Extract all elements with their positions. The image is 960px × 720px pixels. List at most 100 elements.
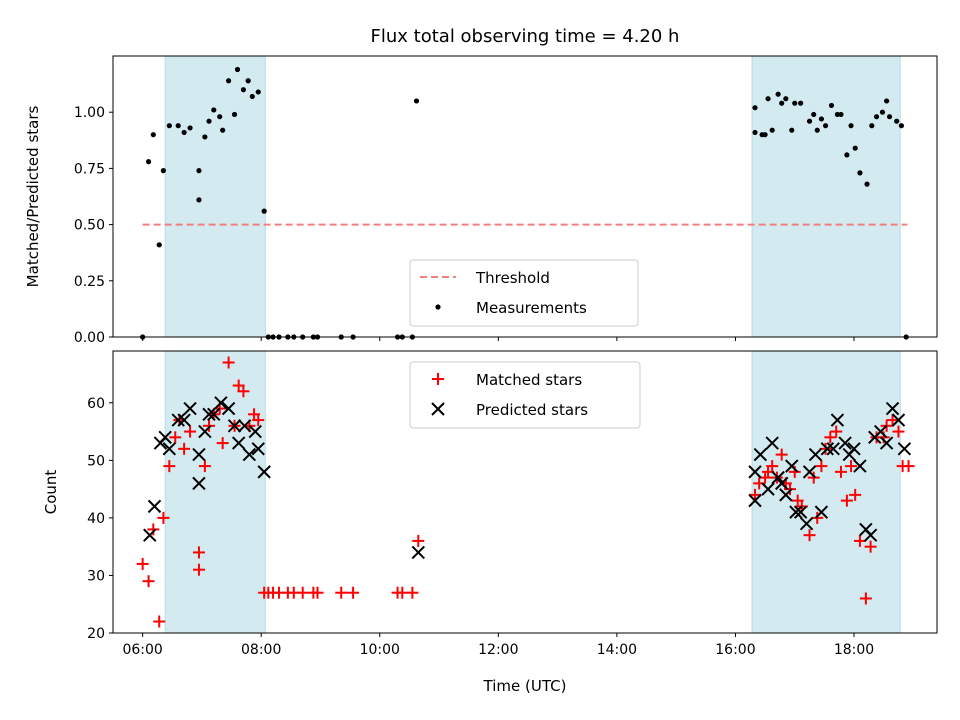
bottom-plot-frame xyxy=(112,350,938,634)
matched-star-point xyxy=(845,460,858,473)
measurement-point xyxy=(789,127,795,133)
predicted-star-point xyxy=(826,442,840,456)
predicted-star-point xyxy=(227,419,242,433)
measurement-point xyxy=(202,134,208,140)
predicted-star-point xyxy=(237,419,252,433)
measurement-point xyxy=(886,114,893,120)
x-tick-label: 06:00 xyxy=(122,642,162,658)
predicted-star-point xyxy=(177,413,191,427)
predicted-star-point xyxy=(192,447,206,462)
predicted-star-point xyxy=(411,545,426,560)
predicted-star-point xyxy=(171,413,185,427)
predicted-star-point xyxy=(183,401,197,416)
predicted-star-point xyxy=(853,459,867,473)
measurement-point xyxy=(769,127,775,133)
matched-star-point xyxy=(237,385,250,398)
top-legend-box xyxy=(409,259,639,327)
matched-star-point xyxy=(142,575,155,588)
predicted-star-point xyxy=(158,430,172,445)
legend-threshold-label: Threshold xyxy=(475,269,550,287)
measurement-point xyxy=(196,197,202,203)
measurement-point xyxy=(894,118,900,124)
predicted-star-point xyxy=(207,407,221,422)
predicted-star-point xyxy=(838,436,852,450)
bottom-y-tick-label: 40 xyxy=(87,511,105,527)
predicted-star-point xyxy=(808,447,823,462)
top-x-ticks xyxy=(142,337,855,341)
predicted-star-point xyxy=(761,482,775,496)
measurement-point xyxy=(181,129,187,136)
measurement-point xyxy=(160,168,166,174)
matched-star-point xyxy=(216,437,229,450)
x-tick-label: 08:00 xyxy=(241,642,281,658)
matched-star-point xyxy=(335,586,348,599)
measurement-point xyxy=(255,89,261,95)
matched-star-point xyxy=(406,586,419,599)
top-y-axis-label: Matched/Predicted stars xyxy=(24,106,42,288)
bottom-y-tick-label: 60 xyxy=(87,396,105,412)
matched-star-point xyxy=(864,540,877,553)
top-y-tick-label: 0.00 xyxy=(74,330,105,346)
matched-star-point xyxy=(815,460,828,473)
measurement-point xyxy=(765,96,771,102)
measurement-point xyxy=(249,93,255,100)
bottom-y-tick-label: 20 xyxy=(87,626,105,642)
x-tick-label: 16:00 xyxy=(715,642,755,658)
predicted-star-point xyxy=(885,401,900,416)
predicted-star-point xyxy=(753,447,768,462)
matched-star-point xyxy=(830,425,843,438)
matched-star-point xyxy=(136,557,149,570)
matched-star-point xyxy=(311,586,324,599)
matched-star-point xyxy=(803,529,816,542)
top-y-tick-label: 0.50 xyxy=(74,218,105,234)
matched-star-point xyxy=(902,460,915,473)
measurement-point xyxy=(852,145,858,151)
matched-star-point xyxy=(412,534,425,547)
measurement-point xyxy=(220,127,226,133)
predicted-star-point xyxy=(242,447,257,462)
predicted-star-point xyxy=(802,465,817,479)
matched-star-point xyxy=(824,431,837,444)
measurement-point xyxy=(844,152,850,158)
predicted-star-point xyxy=(748,493,762,508)
predicted-star-point xyxy=(257,465,271,479)
measurement-point xyxy=(206,118,212,124)
matched-star-point xyxy=(396,586,409,599)
measurement-point xyxy=(752,129,758,136)
matched-star-point xyxy=(203,419,216,432)
matched-star-point xyxy=(766,460,779,473)
predicted-star-point xyxy=(248,424,262,439)
matched-star-point xyxy=(153,615,166,628)
matched-star-point xyxy=(198,460,211,473)
measurement-point xyxy=(217,114,223,120)
predicted-star-point xyxy=(231,436,246,450)
predicted-star-point xyxy=(820,442,835,456)
predicted-star-point xyxy=(897,442,912,456)
measurement-point xyxy=(783,96,789,102)
matched-star-point xyxy=(849,488,862,501)
matched-star-point xyxy=(807,471,820,484)
measurement-point xyxy=(245,78,251,84)
top-shaded-span xyxy=(164,55,266,338)
predicted-star-point xyxy=(192,476,206,491)
measurement-point xyxy=(762,132,768,138)
measurement-point xyxy=(864,181,870,187)
measurement-point xyxy=(873,114,880,120)
bottom-shaded-spans xyxy=(164,350,901,634)
measurement-point xyxy=(869,123,875,129)
measurement-point xyxy=(814,127,820,133)
measurement-point xyxy=(898,123,905,129)
measurement-point xyxy=(857,170,863,176)
predicted-star-point xyxy=(873,424,888,439)
matched-star-point xyxy=(157,511,170,524)
measurement-point xyxy=(838,111,844,118)
measurement-point xyxy=(834,111,841,118)
measurement-point xyxy=(828,102,835,109)
matched-star-point xyxy=(222,356,235,369)
measurement-point xyxy=(822,123,829,129)
predicted-star-point xyxy=(799,516,814,531)
matched-star-point xyxy=(886,414,899,427)
top-y-tick-label: 0.75 xyxy=(74,161,105,177)
predicted-star-point xyxy=(847,442,861,456)
